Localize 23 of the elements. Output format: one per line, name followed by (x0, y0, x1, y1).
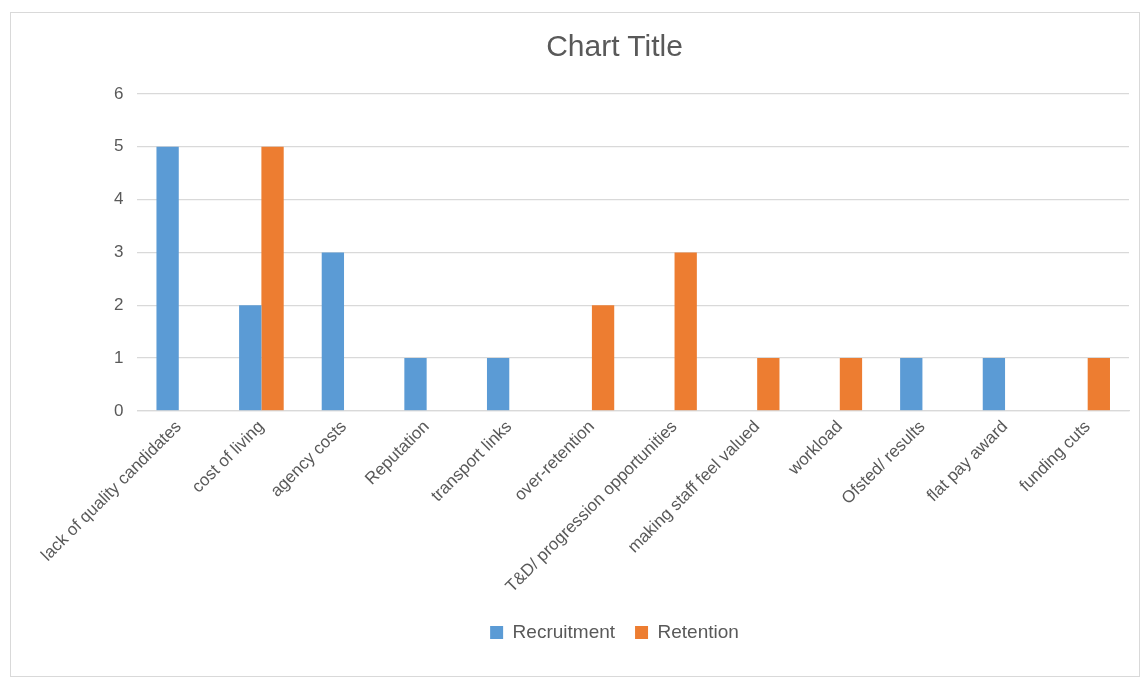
bar (757, 358, 780, 411)
bar (239, 305, 262, 411)
y-tick-label: 1 (113, 347, 124, 367)
bar (900, 358, 923, 411)
bar (839, 358, 863, 411)
y-tick-label: 6 (113, 83, 124, 103)
y-tick-label: 5 (113, 136, 124, 156)
bar (404, 358, 427, 411)
legend-label: Retention (657, 620, 739, 642)
bar (982, 358, 1006, 411)
bar (674, 252, 697, 411)
bar (591, 305, 615, 411)
bar (321, 252, 345, 411)
legend-label: Recruitment (512, 620, 616, 642)
chart-title: Chart Title (546, 29, 683, 63)
bar (156, 146, 179, 411)
bar (261, 146, 284, 411)
bar (486, 358, 510, 411)
y-tick-label: 3 (113, 242, 124, 262)
y-tick-label: 4 (113, 189, 124, 209)
bar (1087, 358, 1110, 411)
y-tick-label: 0 (113, 400, 124, 420)
y-tick-label: 2 (113, 294, 124, 314)
